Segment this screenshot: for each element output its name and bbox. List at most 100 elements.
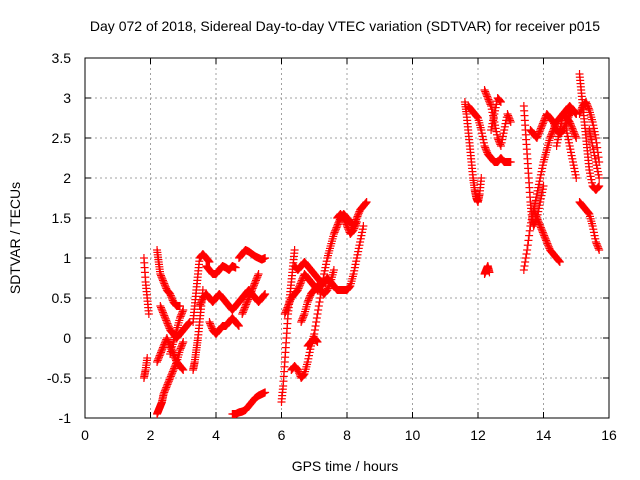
data-point — [315, 276, 324, 285]
x-tick-label: 4 — [212, 427, 220, 443]
data-point — [204, 257, 213, 266]
data-point — [584, 104, 593, 113]
data-point — [572, 134, 581, 142]
data-point — [362, 198, 371, 206]
data-point — [522, 250, 531, 258]
data-point — [525, 226, 534, 235]
data-point — [312, 337, 321, 346]
x-tick-label: 8 — [343, 427, 351, 443]
x-axis-label: GPS time / hours — [292, 458, 399, 474]
gridlines — [85, 58, 609, 418]
data-point — [253, 271, 262, 280]
data-point — [316, 278, 325, 286]
data-point — [572, 174, 581, 182]
x-tick-label: 6 — [278, 427, 286, 443]
x-tick-label: 12 — [470, 427, 486, 443]
data-point — [314, 306, 323, 314]
data-point — [519, 266, 528, 274]
data-point — [290, 246, 299, 254]
data-point — [571, 109, 580, 118]
y-tick-label: 0 — [63, 330, 71, 346]
x-tick-label: 16 — [601, 427, 617, 443]
data-point — [344, 283, 353, 292]
data-point — [261, 290, 270, 298]
data-point — [594, 153, 603, 162]
data-point — [539, 182, 548, 190]
data-point — [316, 294, 325, 302]
data-point — [495, 96, 504, 105]
data-points — [139, 70, 604, 418]
y-tick-label: 1 — [63, 250, 71, 266]
data-point — [316, 277, 325, 286]
data-point — [204, 256, 213, 265]
data-point — [325, 279, 334, 288]
data-point — [361, 198, 370, 207]
y-tick-label: -1 — [59, 410, 72, 426]
data-point — [472, 112, 481, 121]
x-tick-label: 0 — [81, 427, 89, 443]
x-tick-label: 14 — [536, 427, 552, 443]
data-point — [312, 336, 321, 345]
data-point — [525, 231, 534, 240]
data-point — [178, 365, 187, 374]
data-point — [311, 322, 320, 330]
data-point — [144, 310, 153, 318]
data-point — [312, 314, 321, 322]
data-point — [523, 246, 532, 254]
data-point — [233, 320, 242, 329]
y-tick-label: -0.5 — [47, 370, 71, 386]
data-point — [313, 310, 322, 318]
chart-title: Day 072 of 2018, Sidereal Day-to-day VTE… — [90, 18, 600, 34]
data-point — [175, 302, 184, 310]
data-point — [595, 246, 604, 254]
data-point — [506, 118, 515, 126]
data-point — [593, 183, 602, 192]
data-point — [593, 143, 602, 152]
data-point — [361, 199, 370, 208]
data-point — [143, 354, 152, 362]
y-tick-label: 2 — [63, 170, 71, 186]
data-point — [261, 254, 270, 262]
data-point — [555, 257, 564, 266]
data-point — [259, 291, 268, 300]
data-point — [329, 266, 338, 274]
data-point — [496, 98, 505, 106]
y-tick-label: 3.5 — [52, 50, 72, 66]
data-point — [594, 244, 603, 253]
data-point — [178, 339, 187, 348]
data-point — [477, 174, 486, 182]
data-point — [177, 364, 186, 373]
y-tick-label: 1.5 — [52, 210, 72, 226]
data-point — [521, 258, 530, 266]
y-tick-label: 0.5 — [52, 290, 72, 306]
data-point — [591, 134, 600, 142]
x-tick-label: 2 — [147, 427, 155, 443]
data-point — [185, 318, 194, 327]
data-point — [179, 306, 188, 314]
data-point — [314, 302, 323, 310]
data-point — [299, 311, 308, 320]
data-point — [496, 97, 505, 106]
data-point — [555, 258, 564, 266]
data-point — [261, 388, 270, 397]
y-axis-label: SDTVAR / TECUs — [7, 182, 23, 294]
data-point — [352, 219, 361, 228]
data-point — [524, 236, 533, 245]
data-point — [310, 326, 319, 334]
data-point — [584, 208, 593, 217]
data-point — [178, 307, 187, 316]
y-tick-label: 2.5 — [52, 130, 72, 146]
data-point — [595, 174, 604, 182]
data-point — [234, 322, 243, 330]
data-point — [179, 338, 188, 346]
data-point — [595, 182, 604, 190]
data-point — [571, 132, 580, 141]
data-point — [359, 222, 368, 230]
data-point — [260, 290, 269, 299]
data-point — [496, 140, 505, 149]
data-point — [523, 241, 532, 250]
axes: 0 2 4 6 8 10 12 14 16 -1 -0.5 0 0.5 1 1.5 2 2.5 3 3.5 — [47, 50, 617, 443]
y-tick-label: 3 — [63, 90, 71, 106]
data-point — [234, 321, 243, 330]
